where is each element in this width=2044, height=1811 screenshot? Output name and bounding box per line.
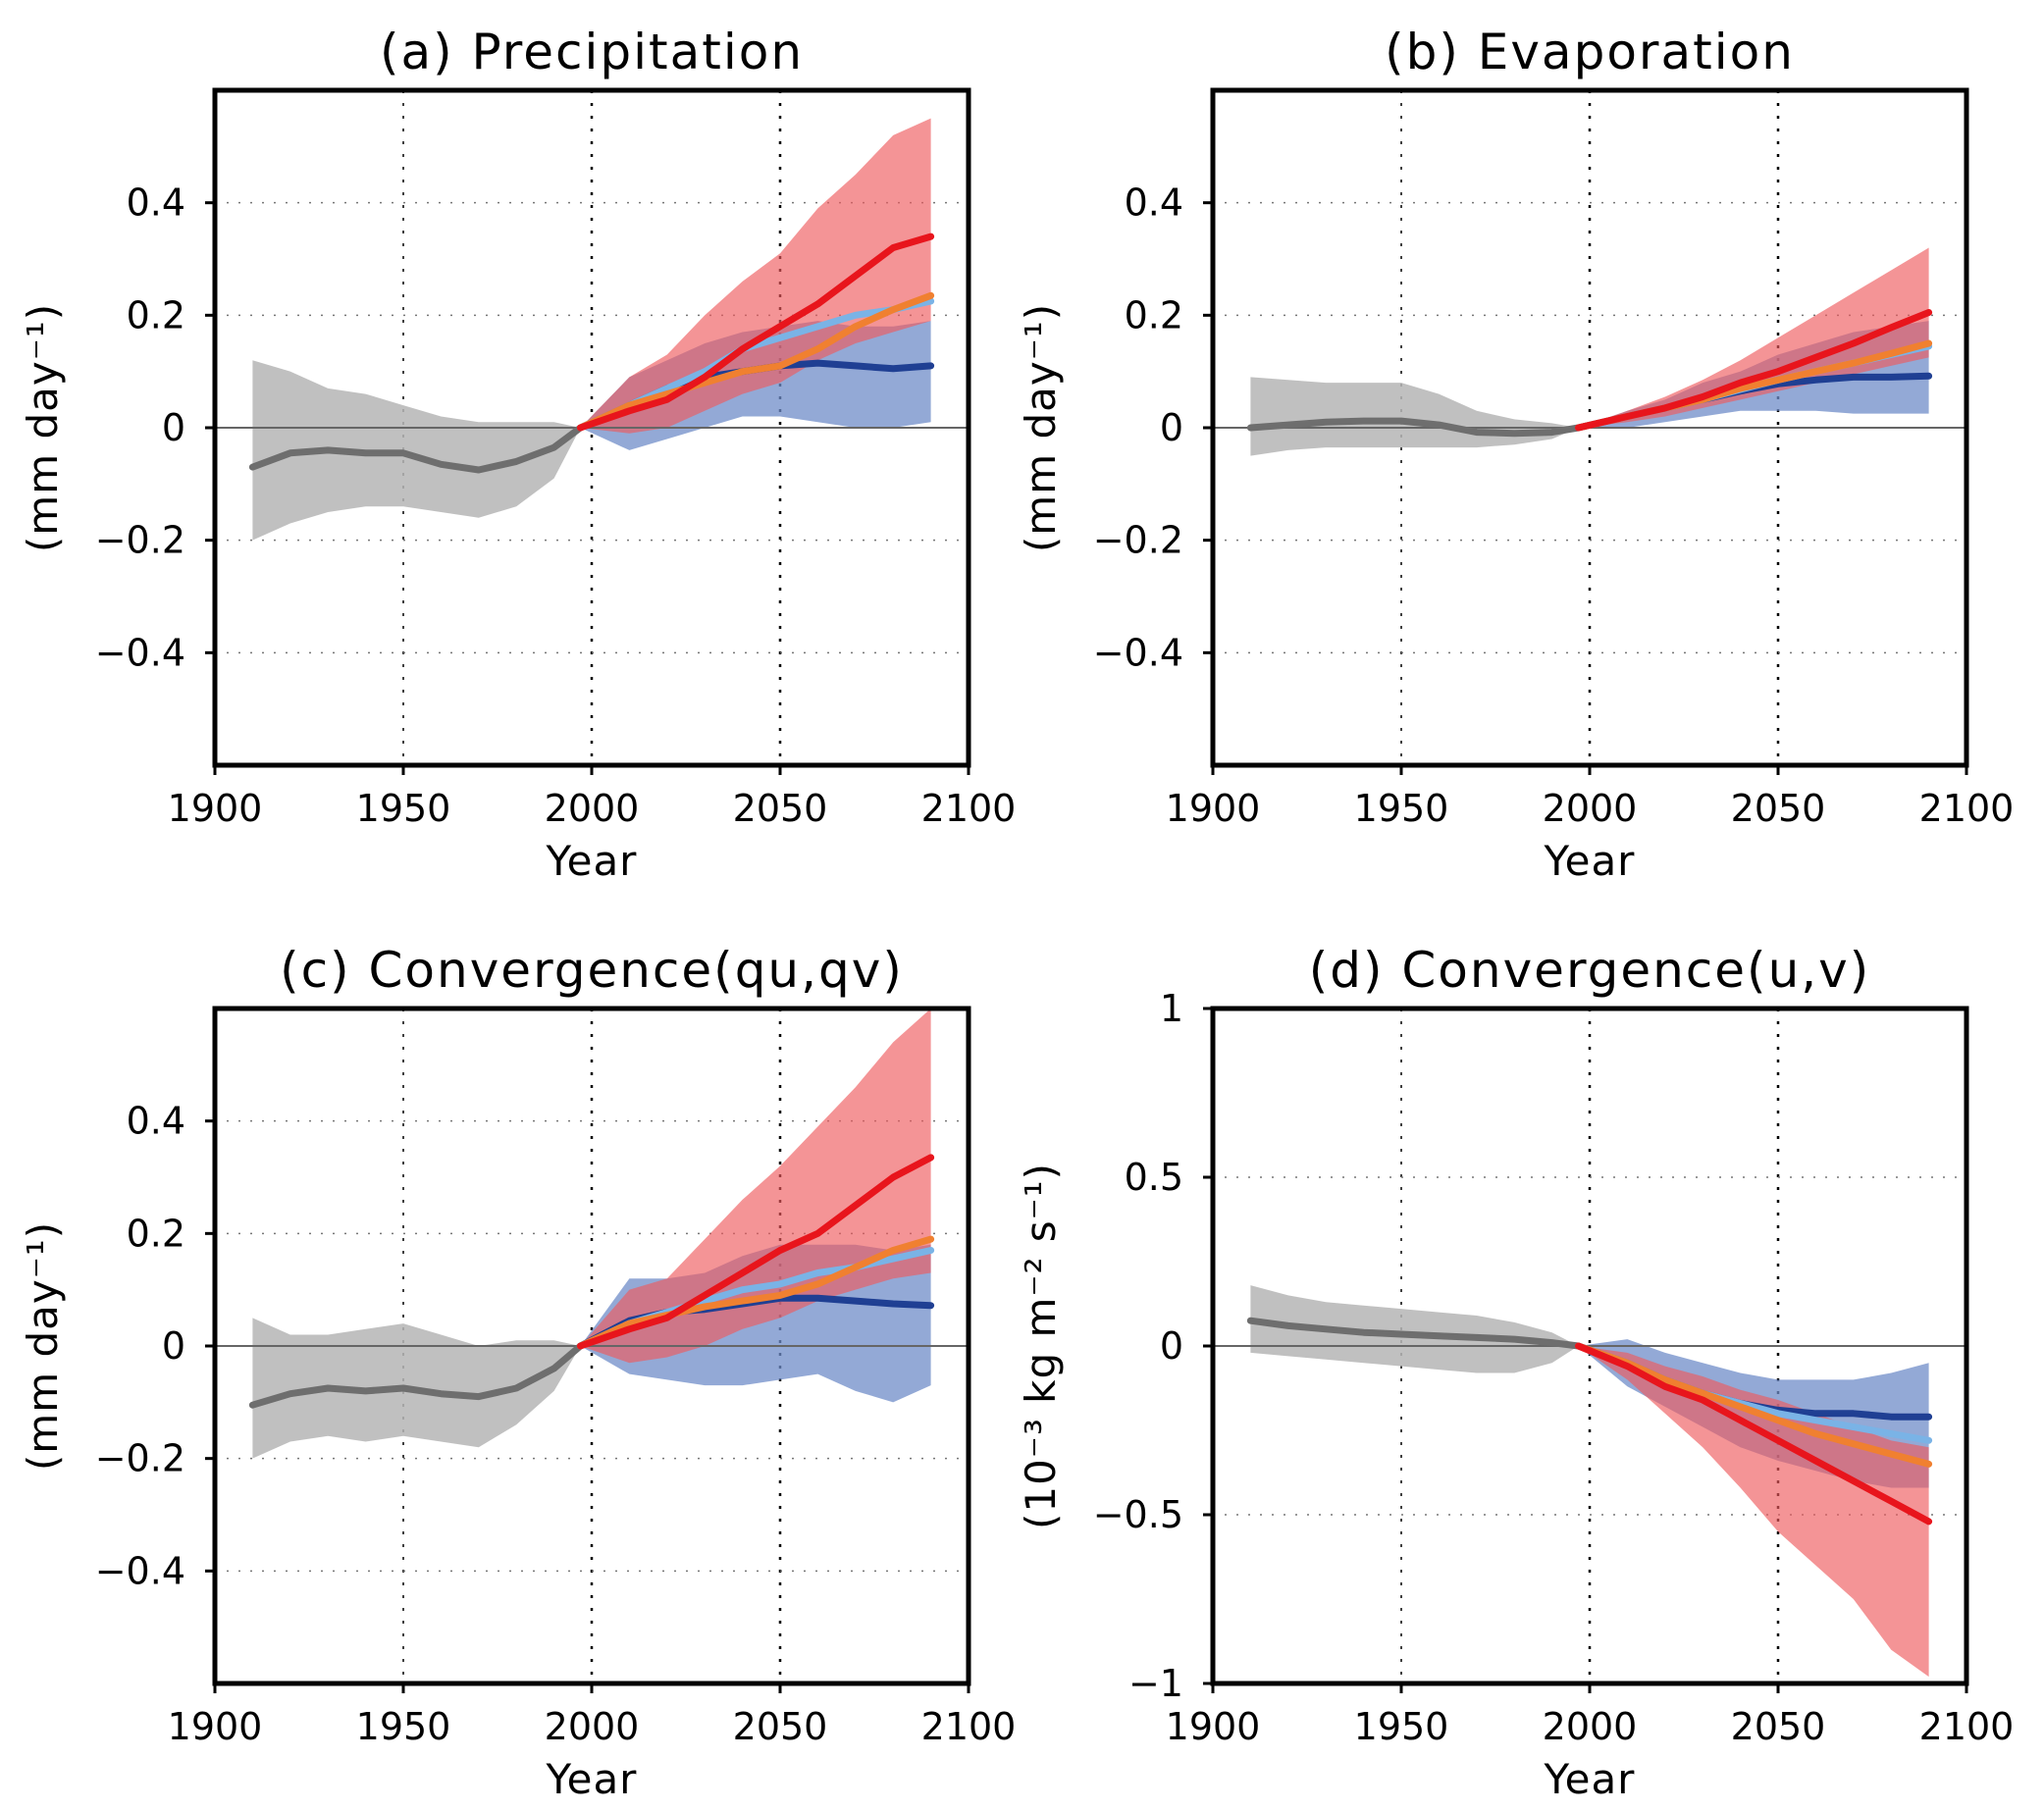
y-axis-label: (mm day⁻¹) xyxy=(19,303,67,552)
y-tick-label: −0.4 xyxy=(95,631,185,674)
y-tick-label: 0.4 xyxy=(127,181,185,225)
rcp85-spread-band xyxy=(580,118,931,434)
y-tick-label: −0.2 xyxy=(1093,519,1183,562)
y-tick-label: 0.4 xyxy=(1125,181,1183,225)
x-tick-label: 1950 xyxy=(1354,1705,1449,1748)
x-tick-label: 2100 xyxy=(1919,1705,2015,1748)
x-axis-label: Year xyxy=(1544,837,1636,885)
panel-3: 1900 1950 2000 2050 2100 −0.4 −0.2 0 0.2 0.4 (c) C… xyxy=(19,942,1016,1803)
x-tick-label: 2050 xyxy=(1731,1705,1826,1748)
x-axis-label: Year xyxy=(546,1755,638,1803)
y-tick-label: 0.4 xyxy=(127,1100,185,1143)
x-tick-label: 2000 xyxy=(545,1705,640,1748)
panel-title: (c) Convergence(qu,qv) xyxy=(280,942,904,999)
rcp85-series-line xyxy=(577,233,935,432)
panel-title: (a) Precipitation xyxy=(380,24,804,80)
rcp85-series-line xyxy=(1575,309,1933,432)
x-tick-label: 1950 xyxy=(356,1705,451,1748)
rcp60-series-line xyxy=(577,291,935,432)
y-axis-label: (mm day⁻¹) xyxy=(19,1221,67,1471)
panel-1: 1900 1950 2000 2050 2100 −0.4 −0.2 0 0.2 0.4 (a) P… xyxy=(19,24,1016,885)
x-tick-label: 2100 xyxy=(1919,787,2015,830)
grid xyxy=(1213,90,1966,765)
panel-title: (b) Evaporation xyxy=(1385,24,1795,80)
x-tick-label: 1900 xyxy=(168,787,263,830)
x-axis-label: Year xyxy=(1544,1755,1636,1803)
y-tick-label: −0.5 xyxy=(1093,1493,1183,1536)
x-tick-label: 1900 xyxy=(1166,1705,1261,1748)
x-tick-label: 2050 xyxy=(733,787,828,830)
x-tick-label: 2100 xyxy=(921,787,1017,830)
rcp85-series-line xyxy=(577,1154,935,1350)
y-tick-label: −0.4 xyxy=(95,1549,185,1592)
y-tick-label: 0 xyxy=(1160,406,1183,449)
x-tick-label: 1950 xyxy=(356,787,451,830)
grid xyxy=(215,1009,969,1683)
y-tick-label: 0 xyxy=(1160,1324,1183,1368)
y-tick-label: −1 xyxy=(1128,1662,1183,1705)
panel-2: 1900 1950 2000 2050 2100 −0.4 −0.2 0 0.2 0.4 (b) E… xyxy=(1017,24,2014,885)
x-tick-label: 2000 xyxy=(1543,787,1638,830)
rcp60-series-line xyxy=(577,1235,935,1350)
historical-series-line xyxy=(1246,417,1582,438)
historical-spread-band xyxy=(1250,377,1579,456)
rcp85-series-line xyxy=(1575,1342,1933,1526)
x-tick-label: 1900 xyxy=(1166,787,1261,830)
x-tick-label: 1950 xyxy=(1354,787,1449,830)
panel-4: 1900 1950 2000 2050 2100 −1 −0.5 0 0.5 1 (d) Conve… xyxy=(1017,942,2014,1803)
y-tick-label: 0 xyxy=(162,1324,185,1368)
rcp85-spread-band xyxy=(1578,1346,1929,1678)
historical-series-line xyxy=(1246,1317,1582,1350)
panel-title: (d) Convergence(u,v) xyxy=(1309,942,1871,999)
y-tick-label: −0.4 xyxy=(1093,631,1183,674)
x-axis-label: Year xyxy=(546,837,638,885)
historical-spread-band xyxy=(252,360,581,541)
historical-series-line xyxy=(248,1342,584,1409)
x-tick-label: 2050 xyxy=(733,1705,828,1748)
y-axis-label: (10⁻³ kg m⁻² s⁻¹) xyxy=(1017,1163,1065,1529)
rcp60-series-line xyxy=(1575,1342,1933,1468)
y-tick-label: 0.2 xyxy=(127,1212,185,1255)
y-tick-label: −0.2 xyxy=(95,1437,185,1480)
x-tick-label: 1900 xyxy=(168,1705,263,1748)
y-tick-label: 0 xyxy=(162,406,185,449)
x-tick-label: 2050 xyxy=(1731,787,1826,830)
y-tick-label: 1 xyxy=(1160,987,1183,1030)
x-tick-label: 2000 xyxy=(545,787,640,830)
historical-series-line xyxy=(248,424,584,474)
y-tick-label: 0.2 xyxy=(1125,293,1183,336)
x-tick-label: 2100 xyxy=(921,1705,1017,1748)
y-tick-label: 0.5 xyxy=(1125,1156,1183,1199)
x-tick-label: 2000 xyxy=(1543,1705,1638,1748)
y-axis-label: (mm day⁻¹) xyxy=(1017,303,1065,552)
y-tick-label: −0.2 xyxy=(95,519,185,562)
grid xyxy=(215,90,969,765)
y-tick-label: 0.2 xyxy=(127,293,185,336)
historical-spread-band xyxy=(1250,1285,1579,1373)
